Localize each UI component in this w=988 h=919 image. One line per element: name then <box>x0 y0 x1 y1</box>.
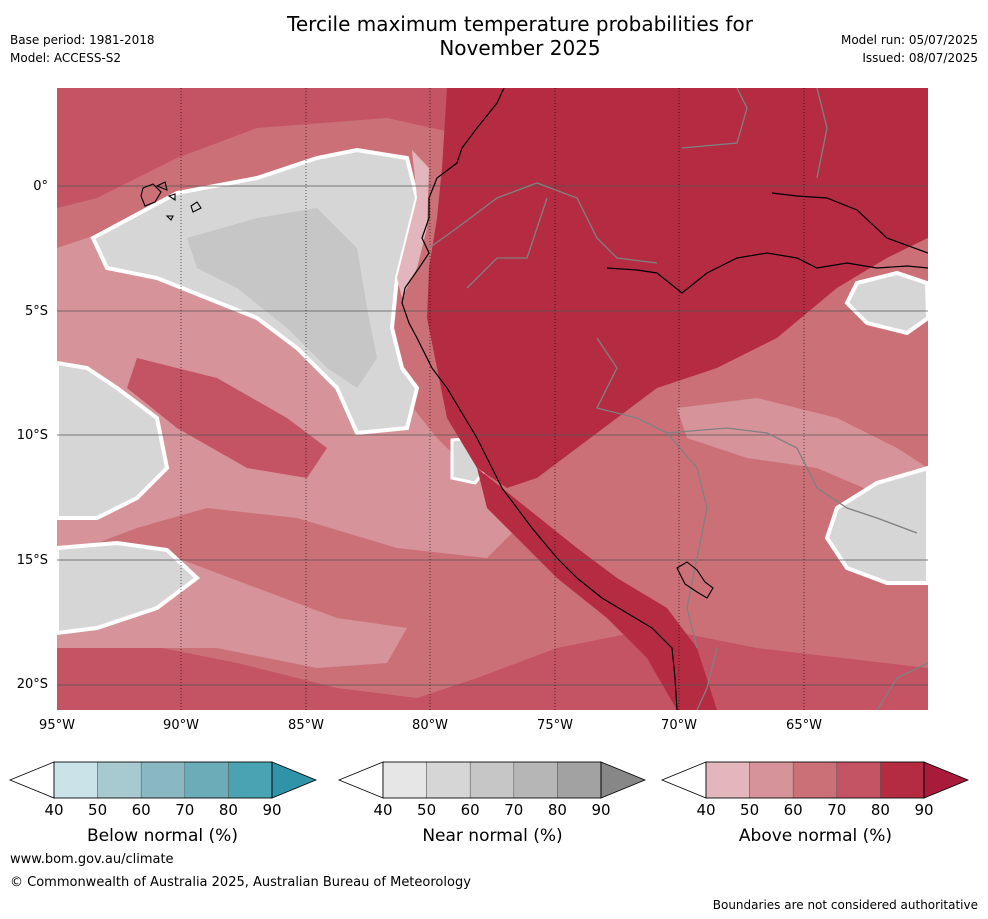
graticule <box>57 88 928 710</box>
border-chile-argentina <box>696 647 928 710</box>
near-tick-70: 70 <box>504 801 524 819</box>
near-normal-region-east-2 <box>824 465 928 585</box>
probability-map <box>57 88 928 710</box>
near-segment-3 <box>513 761 558 799</box>
above-segment-1 <box>749 761 794 799</box>
near-extension-high <box>600 761 647 799</box>
base-period: Base period: 1981-2018 <box>10 33 155 47</box>
near-tick-60: 60 <box>460 801 480 819</box>
ocean-streak-70-80 <box>127 358 327 478</box>
disclaimer-text: Boundaries are not considered authoritat… <box>712 898 978 912</box>
above-tick-70: 70 <box>827 801 847 819</box>
below-tick-90: 90 <box>262 801 282 819</box>
lat-label-5s: 5°S <box>24 304 48 319</box>
lat-label-20s: 20°S <box>16 677 48 692</box>
near-segment-2 <box>469 761 515 799</box>
border-brazil-bolivia <box>666 427 918 534</box>
issued-date: Issued: 08/07/2025 <box>862 51 978 65</box>
near-segment-1 <box>426 761 471 799</box>
above-segment-3 <box>836 761 881 799</box>
below-tick-70: 70 <box>175 801 195 819</box>
lon-label-95w: 95°W <box>39 718 75 733</box>
near-extension-low <box>337 761 384 799</box>
lon-label-75w: 75°W <box>537 718 573 733</box>
ocean-zone-50-60 <box>57 228 527 558</box>
above-tick-80: 80 <box>870 801 890 819</box>
coastal-band-80-90 <box>477 468 717 710</box>
above-tick-90: 90 <box>914 801 934 819</box>
amazon-river <box>606 252 928 294</box>
above-tick-50: 50 <box>740 801 760 819</box>
coastline-pacific <box>401 88 678 710</box>
below-segment-3 <box>184 761 229 799</box>
near-tick-90: 90 <box>591 801 611 819</box>
model-name: Model: ACCESS-S2 <box>10 51 122 65</box>
border-peru-bolivia <box>596 337 708 649</box>
above-segment-4 <box>880 761 925 799</box>
colorbar-near-normal <box>337 761 647 799</box>
near-normal-region-sw <box>57 360 170 520</box>
near-normal-region-east-1 <box>844 270 928 336</box>
near-segment-0 <box>382 761 427 799</box>
below-segment-0 <box>53 761 98 799</box>
above-segment-2 <box>792 761 838 799</box>
lon-label-90w: 90°W <box>163 718 199 733</box>
border-peru-brazil <box>466 197 548 289</box>
below-extension-high <box>271 761 318 799</box>
lake-titicaca <box>676 561 714 599</box>
above-segment-0 <box>705 761 750 799</box>
model-run: Model run: 05/07/2025 <box>840 33 978 47</box>
above-outline <box>705 761 925 799</box>
lat-label-15s: 15°S <box>16 553 48 568</box>
lon-label-80w: 80°W <box>412 718 448 733</box>
above-extension-high <box>923 761 970 799</box>
lat-label-10s: 10°S <box>16 428 48 443</box>
legend-label-near: Near normal (%) <box>422 826 563 846</box>
title-line-2: November 2025 <box>439 36 601 60</box>
near-normal-region-south <box>57 540 201 636</box>
near-segment-4 <box>557 761 602 799</box>
below-tick-80: 80 <box>218 801 238 819</box>
border-colombia-ecuador <box>428 182 658 264</box>
legend-colorbars <box>8 761 970 799</box>
border-north <box>681 88 828 179</box>
near-tick-50: 50 <box>417 801 437 819</box>
below-tick-50: 50 <box>88 801 108 819</box>
lon-label-70w: 70°W <box>661 718 697 733</box>
near-outline <box>382 761 602 799</box>
meta-left: Base period: 1981-2018 Model: ACCESS-S2 <box>10 31 155 67</box>
continent-north-80-90 <box>427 88 928 488</box>
copyright-text: © Commonwealth of Australia 2025, Austra… <box>10 875 471 890</box>
nw-band-40-50 <box>397 150 429 298</box>
lat-label-0: 0° <box>33 179 48 194</box>
lon-label-65w: 65°W <box>786 718 822 733</box>
legend-label-below: Below normal (%) <box>87 826 238 846</box>
colorbar-below-normal <box>8 761 318 799</box>
galapagos-islands <box>140 181 202 221</box>
continent-east-50-60 <box>677 398 928 498</box>
below-segment-1 <box>97 761 142 799</box>
colorbar-above-normal <box>660 761 970 799</box>
website-link[interactable]: www.bom.gov.au/climate <box>10 852 174 867</box>
meta-right: Model run: 05/07/2025 Issued: 08/07/2025 <box>841 31 978 67</box>
below-outline <box>53 761 273 799</box>
near-normal-core <box>187 208 377 388</box>
above-tick-40: 40 <box>696 801 716 819</box>
below-segment-2 <box>140 761 186 799</box>
below-tick-60: 60 <box>131 801 151 819</box>
lon-label-85w: 85°W <box>288 718 324 733</box>
map-title: Tercile maximum temperature probabilitie… <box>200 12 840 60</box>
below-extension-low <box>8 761 55 799</box>
below-tick-40: 40 <box>44 801 64 819</box>
title-line-1: Tercile maximum temperature probabilitie… <box>287 12 753 36</box>
near-tick-40: 40 <box>373 801 393 819</box>
below-segment-4 <box>228 761 273 799</box>
near-tick-80: 80 <box>547 801 567 819</box>
above-tick-60: 60 <box>783 801 803 819</box>
rio-negro <box>771 192 928 254</box>
above-extension-low <box>660 761 707 799</box>
legend-label-above: Above normal (%) <box>738 826 893 846</box>
